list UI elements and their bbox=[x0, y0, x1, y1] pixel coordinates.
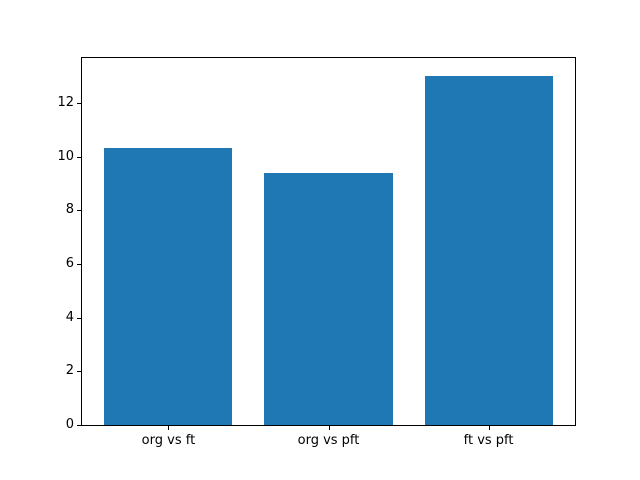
ytick-label: 12 bbox=[57, 94, 74, 110]
plot-area bbox=[81, 57, 576, 426]
ytick-label: 6 bbox=[65, 255, 74, 271]
xtick-label: ft vs pft bbox=[463, 433, 514, 448]
ytick-label: 8 bbox=[65, 202, 74, 218]
ytick-label: 10 bbox=[57, 148, 74, 164]
ytick-label: 4 bbox=[65, 309, 74, 325]
bar-ft-vs-pft bbox=[424, 75, 553, 425]
xtick-label: org vs ft bbox=[141, 433, 196, 448]
bar-layer bbox=[82, 58, 575, 425]
xtick-mark bbox=[329, 426, 330, 430]
ytick-label: 0 bbox=[65, 417, 74, 432]
ytick-label: 2 bbox=[65, 363, 74, 379]
xtick-mark bbox=[168, 426, 169, 430]
bar-org-vs-pft bbox=[264, 172, 393, 425]
xtick-mark bbox=[489, 426, 490, 430]
xtick-label: org vs pft bbox=[297, 433, 360, 448]
bar-org-vs-ft bbox=[104, 148, 233, 425]
